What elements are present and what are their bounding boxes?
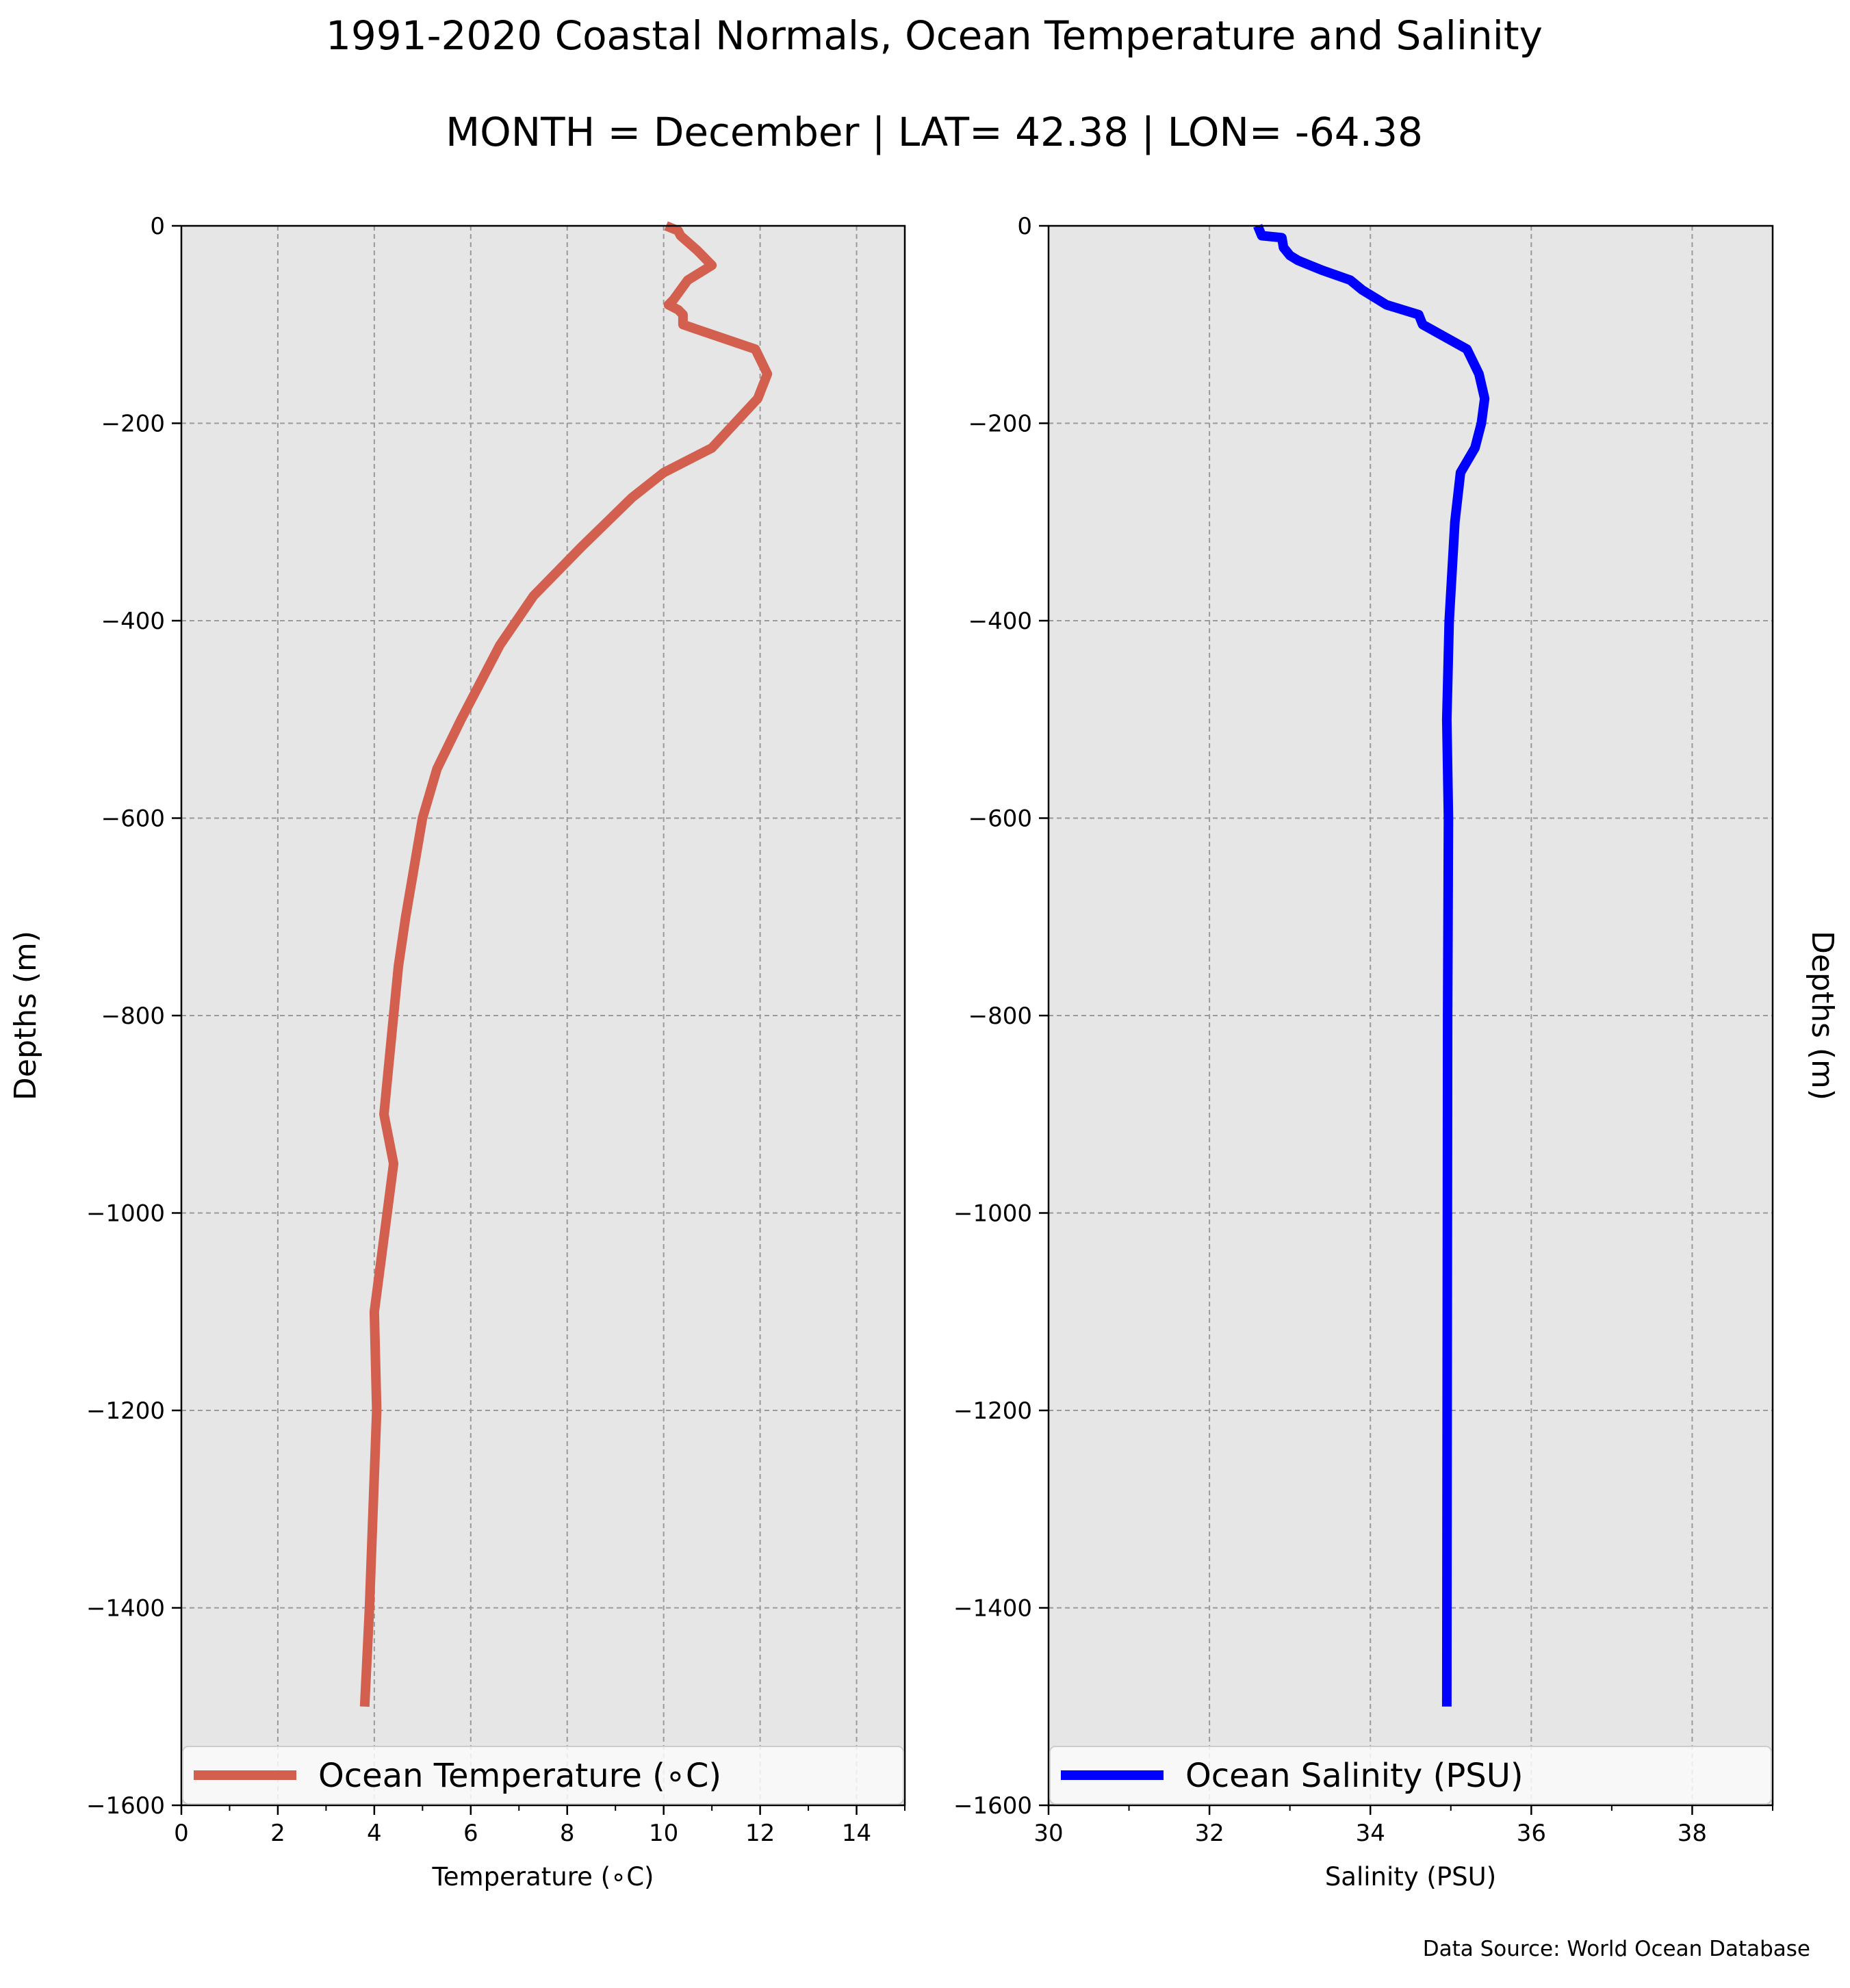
x-tick-label: 14 [842, 1820, 871, 1847]
x-tick-label: 32 [1194, 1820, 1224, 1847]
y-tick-label: −1600 [86, 1792, 165, 1820]
x-tick-label: 6 [463, 1820, 478, 1847]
data-source-note: Data Source: World Ocean Database [1423, 1937, 1810, 1961]
x-tick-label: 10 [649, 1820, 678, 1847]
x-tick-label: 30 [1033, 1820, 1063, 1847]
y-tick-label: −800 [101, 1003, 165, 1030]
x-axis-label: Temperature (∘C) [431, 1862, 654, 1892]
figure-title: 1991-2020 Coastal Normals, Ocean Tempera… [326, 12, 1543, 59]
y-tick-label: −600 [968, 805, 1032, 833]
series-line [359, 221, 773, 1707]
y-tick-label: 0 [1017, 213, 1032, 240]
y-tick-label: −200 [101, 411, 165, 438]
legend-box [1049, 1746, 1772, 1805]
x-tick-label: 12 [745, 1820, 775, 1847]
legend: Ocean Temperature (∘C) [182, 1746, 904, 1805]
y-tick-label: −1400 [86, 1595, 165, 1623]
legend-label: Ocean Salinity (PSU) [1185, 1757, 1524, 1795]
y-tick-label: −1000 [86, 1200, 165, 1228]
y-tick-label: −1000 [953, 1200, 1032, 1228]
x-tick-label: 0 [174, 1820, 189, 1847]
y-axis-label: Depths (m) [8, 931, 43, 1100]
y-tick-label: −1200 [953, 1397, 1032, 1425]
y-tick-label: −200 [968, 411, 1032, 438]
y-tick-label: −600 [101, 805, 165, 833]
y-tick-label: −400 [101, 608, 165, 635]
x-tick-label: 36 [1517, 1820, 1546, 1847]
y-tick-label: −400 [968, 608, 1032, 635]
legend-box [182, 1746, 904, 1805]
x-tick-label: 4 [367, 1820, 382, 1847]
temperature-chart: 0 2 4 6 8 10 12 14 0 −200 −400 −600 −800 −1000 −1200 −1… [8, 213, 906, 1892]
legend: Ocean Salinity (PSU) [1049, 1746, 1772, 1805]
x-axis-label: Salinity (PSU) [1325, 1862, 1496, 1892]
y-tick-label: −1600 [953, 1792, 1032, 1820]
legend-label: Ocean Temperature (∘C) [318, 1757, 721, 1795]
y-tick-label: −800 [968, 1003, 1032, 1030]
y-tick-label: 0 [150, 213, 165, 240]
x-tick-label: 2 [270, 1820, 285, 1847]
figure-subtitle: MONTH = December | LAT= 42.38 | LON= -64… [446, 109, 1423, 155]
series-line [1253, 224, 1490, 1707]
y-tick-label: −1400 [953, 1595, 1032, 1623]
salinity-chart: 30 32 34 36 38 0 −200 −400 −600 −800 −1000 −1200 −14… [953, 213, 1840, 1892]
x-tick-label: 38 [1678, 1820, 1707, 1847]
x-tick-label: 8 [560, 1820, 575, 1847]
y-tick-label: −1200 [86, 1397, 165, 1425]
y-axis-label: Depths (m) [1805, 931, 1840, 1100]
x-tick-label: 34 [1356, 1820, 1385, 1847]
